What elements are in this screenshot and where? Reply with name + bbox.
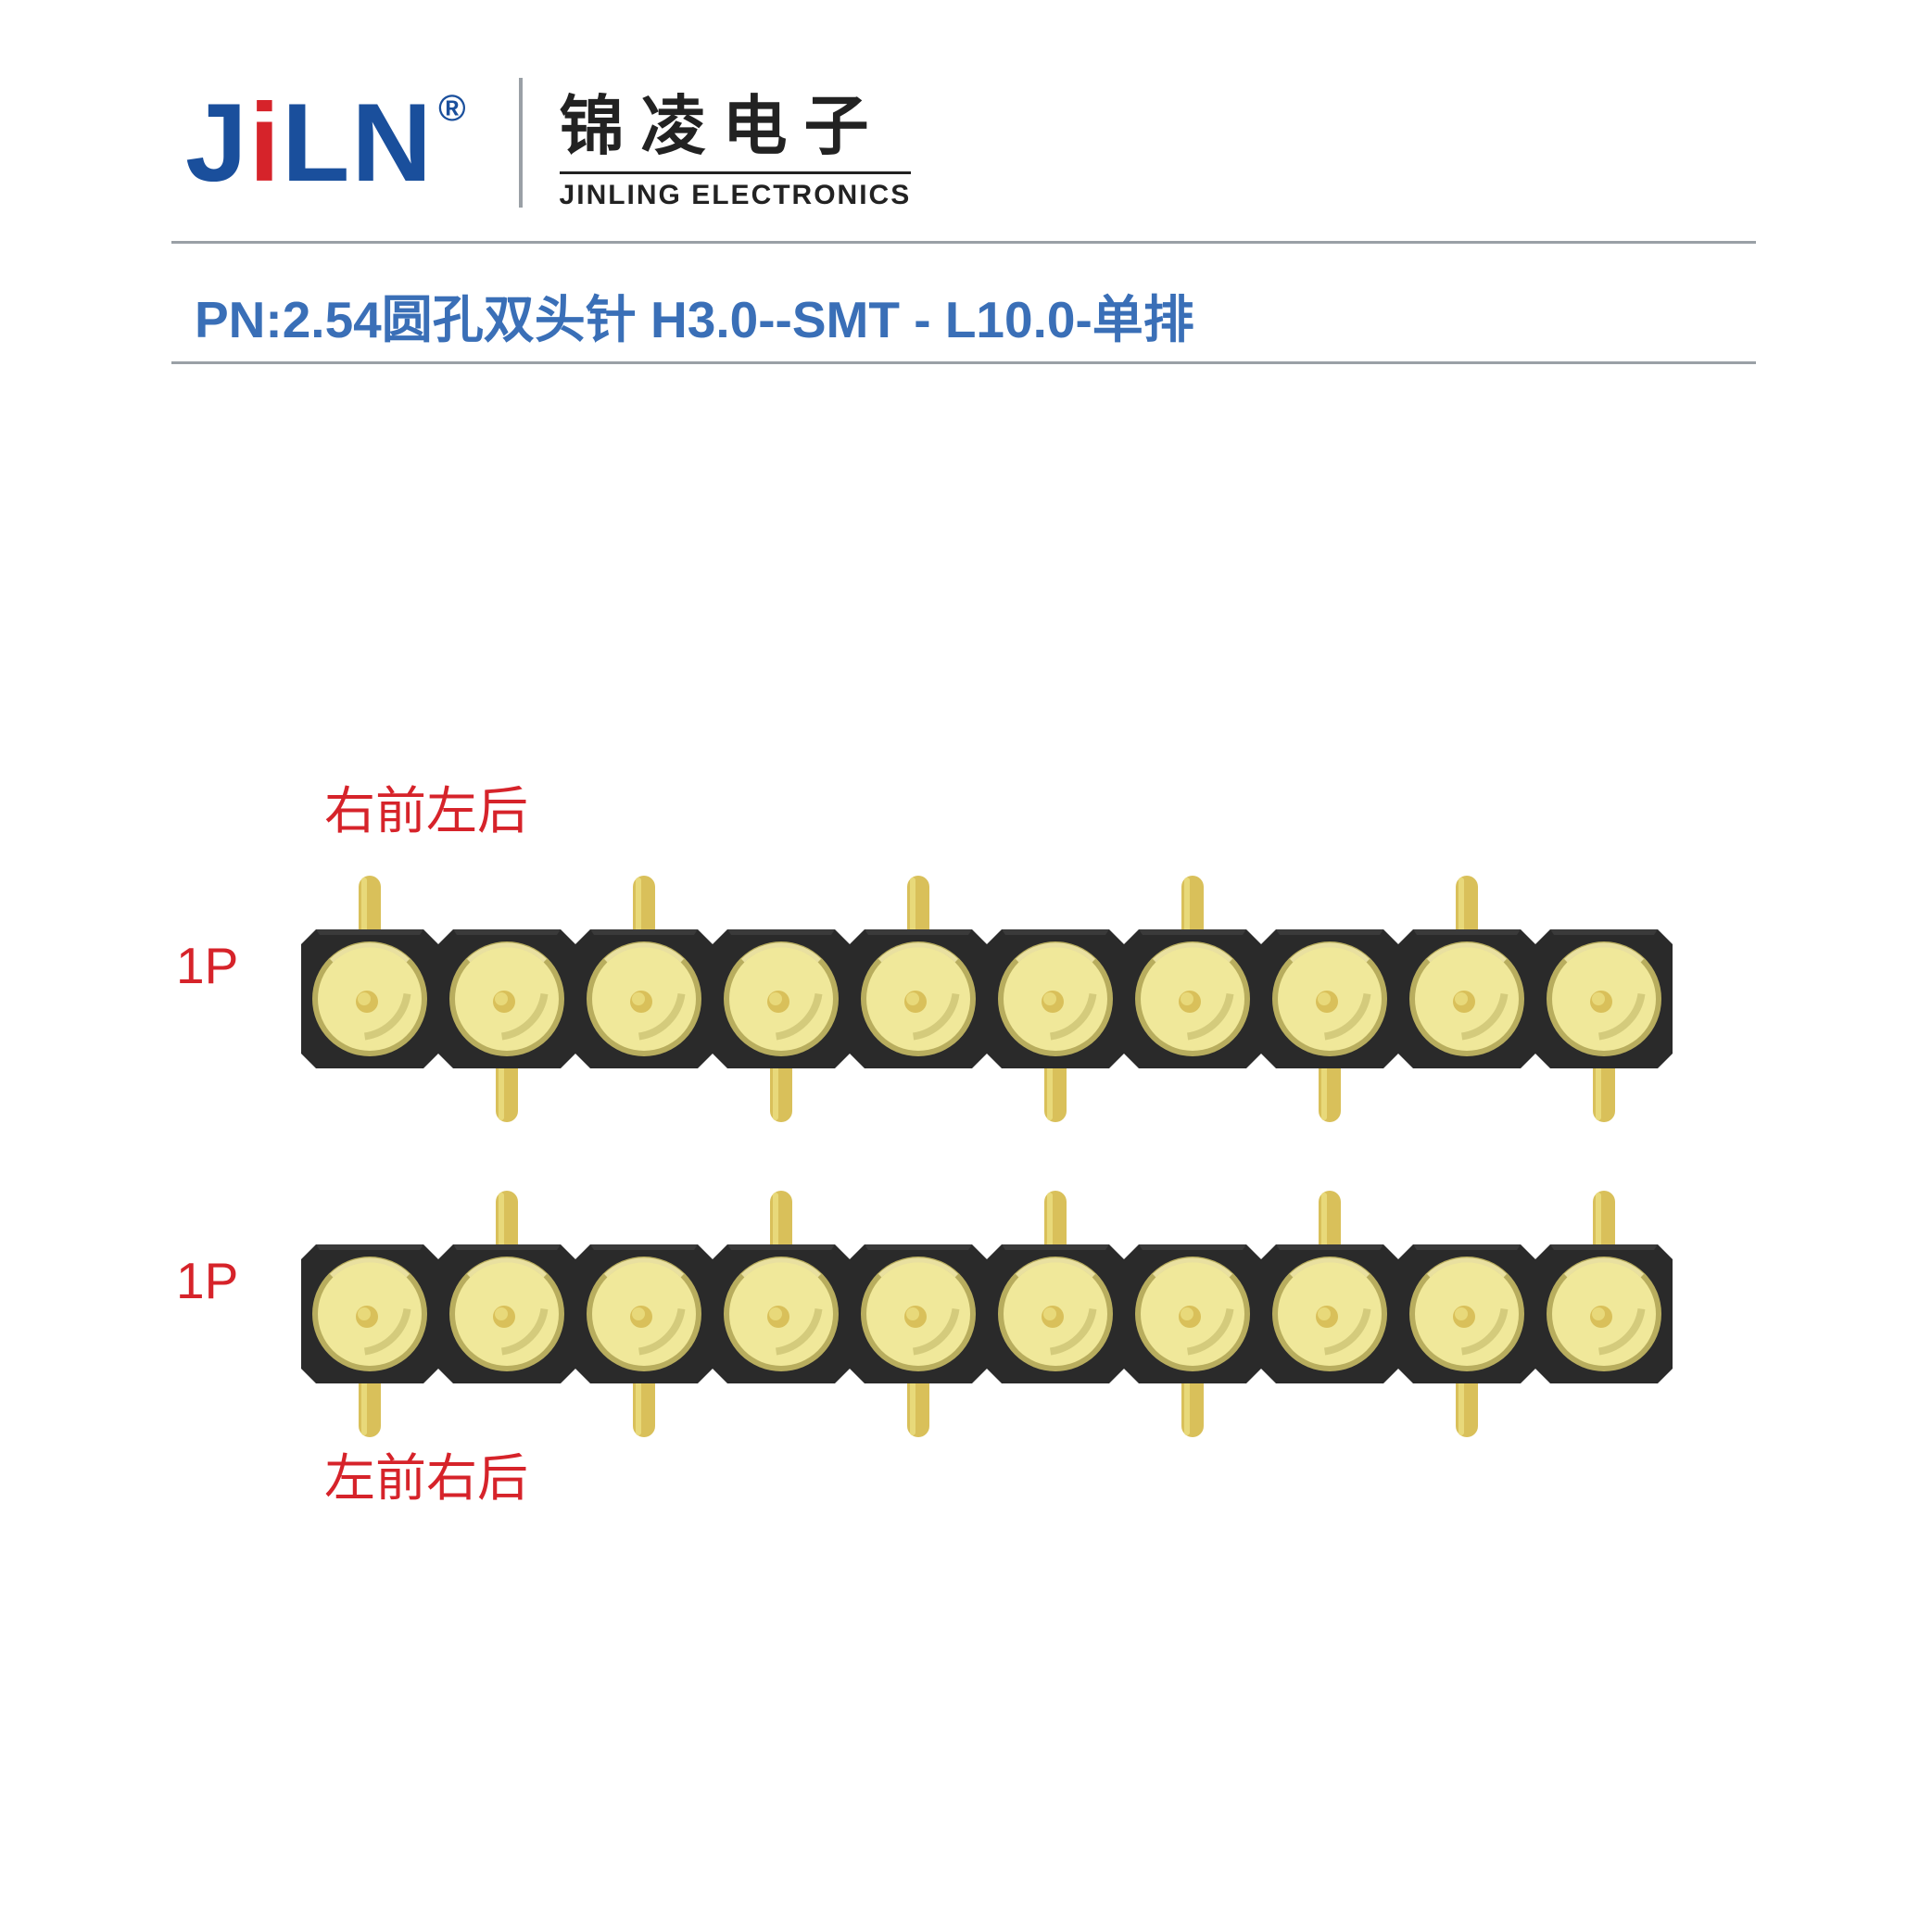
registered-icon: ®: [438, 88, 467, 129]
label-orientation-1: 右前左后: [324, 769, 528, 843]
label-pin1-a: 1P: [176, 936, 238, 995]
rule-bottom: [171, 361, 1756, 364]
connector-svg-1: [297, 871, 1677, 1127]
logo-ln: LN: [282, 81, 434, 205]
connector-row-2: [297, 1186, 1677, 1442]
vertical-divider: [519, 78, 523, 208]
label-pin1-b: 1P: [176, 1251, 238, 1310]
logo: JiLN®: [185, 79, 463, 207]
connector-row-1: [297, 871, 1677, 1127]
connector-svg-2: [297, 1186, 1677, 1442]
part-number: PN:2.54圆孔双头针 H3.0--SMT - L10.0-单排: [195, 278, 1194, 352]
company-name-block: 锦凌电子 JINLING ELECTRONICS: [560, 74, 912, 211]
header: JiLN® 锦凌电子 JINLING ELECTRONICS: [185, 74, 911, 211]
label-orientation-2: 左前右后: [324, 1436, 528, 1510]
logo-i: i: [249, 81, 282, 205]
logo-j: J: [185, 81, 249, 205]
company-name-en: JINLING ELECTRONICS: [560, 171, 912, 211]
rule-top: [171, 241, 1756, 244]
company-name-cn: 锦凌电子: [560, 74, 912, 168]
